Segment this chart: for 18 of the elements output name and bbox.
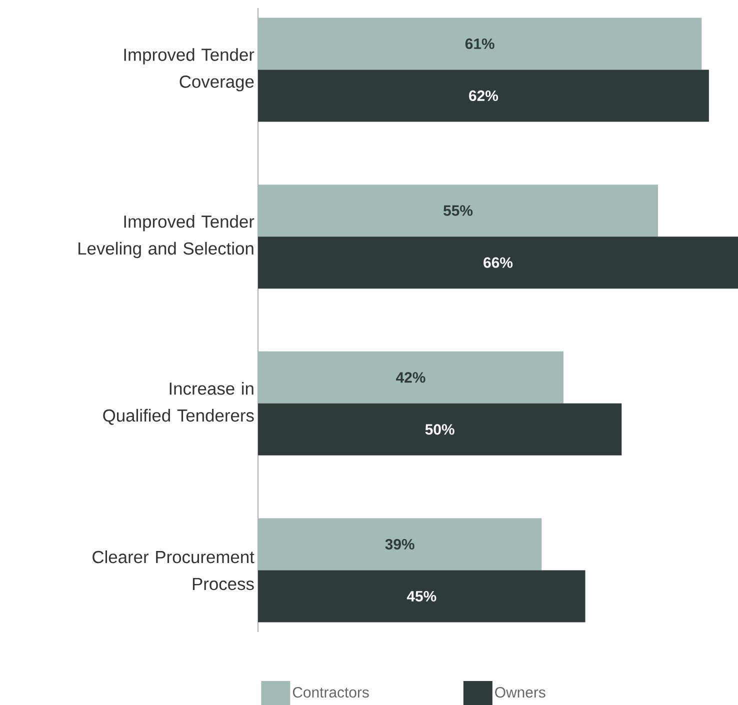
data-label: 45%: [406, 591, 436, 602]
data-label: 39%: [385, 538, 414, 550]
bar: [258, 184, 658, 237]
data-label: 50%: [425, 424, 454, 435]
y-tick-label: Clearer Procurement Process: [92, 550, 254, 590]
legend-label: Contractors: [292, 687, 369, 698]
bar: [258, 518, 542, 570]
data-label: 55%: [444, 205, 473, 216]
data-label: 62%: [469, 90, 498, 102]
y-tick-label: Increase in Qualified Tenderers: [103, 382, 254, 425]
bar: [258, 351, 564, 404]
legend-label: Owners: [495, 687, 546, 698]
data-label: 61%: [465, 38, 494, 50]
data-label: 66%: [484, 257, 513, 268]
data-label: 42%: [396, 372, 426, 383]
y-tick-label: Improved Tender Leveling and Selection: [78, 214, 254, 258]
bar: [258, 18, 702, 70]
y-tick-label: Improved Tender Coverage: [124, 48, 254, 92]
